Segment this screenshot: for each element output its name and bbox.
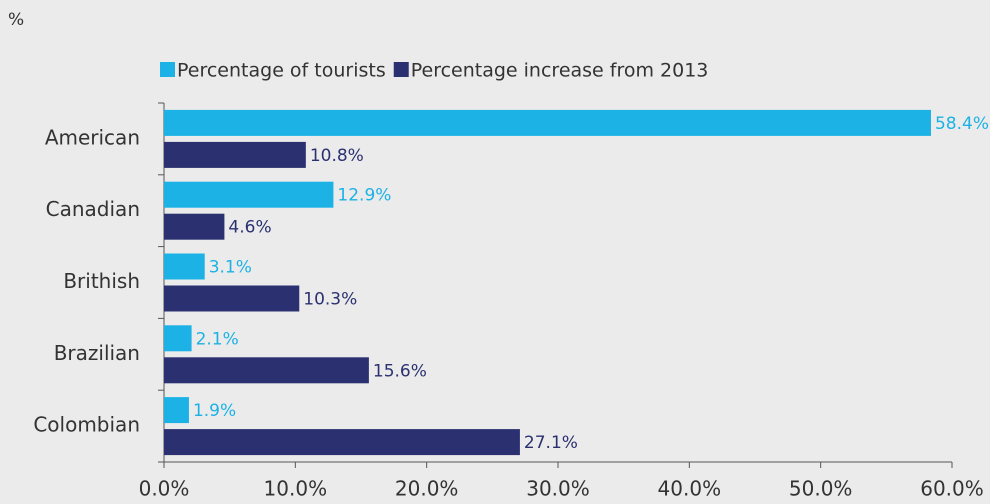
bar xyxy=(164,181,334,208)
data-label: 2.1% xyxy=(196,329,239,349)
legend-swatch xyxy=(393,62,409,77)
y-tick-label: Brazilian xyxy=(54,341,140,365)
data-label: 1.9% xyxy=(193,401,236,421)
bar xyxy=(164,109,931,136)
data-label: 12.9% xyxy=(337,186,391,206)
data-label: 58.4% xyxy=(935,114,989,134)
bar xyxy=(164,253,205,280)
x-tick-label: 60.0% xyxy=(920,477,984,501)
legend-label: Percentage of tourists xyxy=(177,60,386,82)
x-tick-label: 50.0% xyxy=(789,477,853,501)
bar xyxy=(164,325,192,352)
y-tick-label: Colombian xyxy=(33,413,140,437)
bar xyxy=(164,397,189,424)
data-label: 27.1% xyxy=(524,433,578,453)
data-label: 15.6% xyxy=(373,361,427,381)
bar xyxy=(164,429,520,456)
data-label: 10.8% xyxy=(310,146,364,166)
x-tick-label: 0.0% xyxy=(139,477,190,501)
legend-label: Percentage increase from 2013 xyxy=(411,60,709,82)
x-tick-label: 20.0% xyxy=(395,477,459,501)
bar xyxy=(164,213,225,240)
data-label: 4.6% xyxy=(228,218,271,238)
bar xyxy=(164,285,300,312)
legend-swatch xyxy=(160,62,175,77)
y-tick-label: Brithish xyxy=(63,269,140,293)
bar xyxy=(164,141,306,168)
chart-title: % xyxy=(8,10,24,30)
x-tick-label: 30.0% xyxy=(526,477,590,501)
y-tick-label: American xyxy=(45,125,140,149)
bar xyxy=(164,357,369,384)
data-label: 3.1% xyxy=(209,258,252,278)
data-label: 10.3% xyxy=(303,290,357,310)
x-tick-label: 10.0% xyxy=(264,477,328,501)
x-tick-label: 40.0% xyxy=(658,477,722,501)
y-tick-label: Canadian xyxy=(46,197,140,221)
